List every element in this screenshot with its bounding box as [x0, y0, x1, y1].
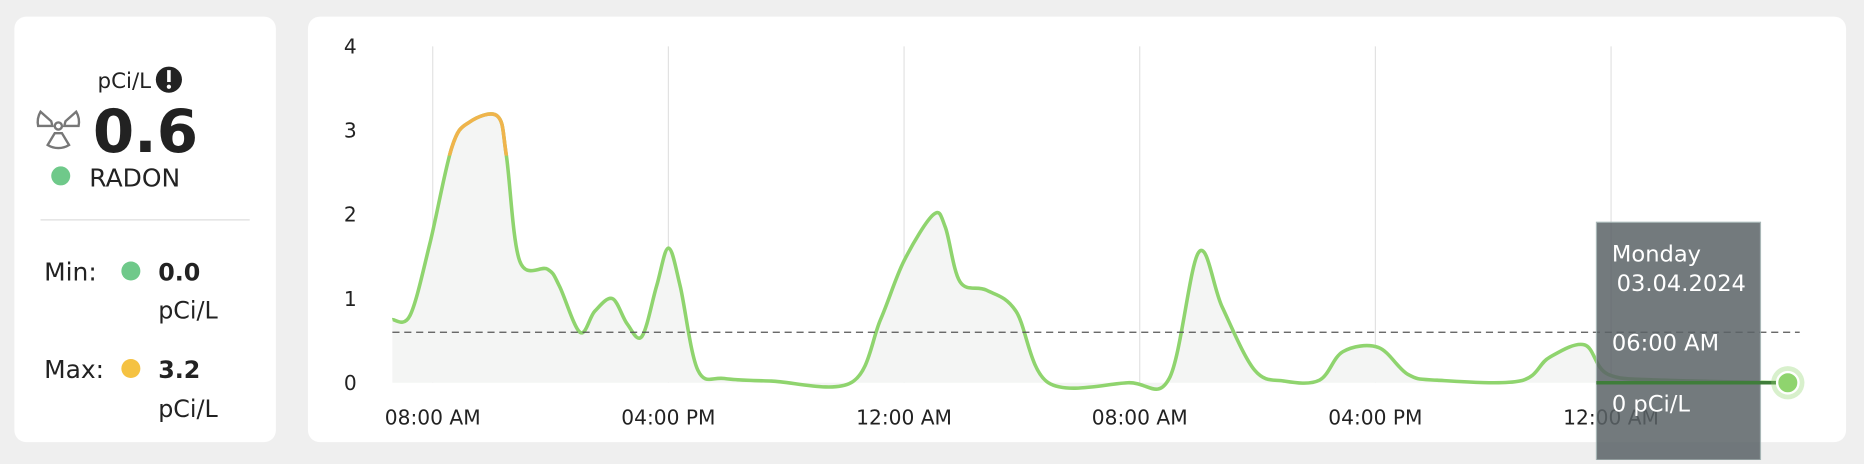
- tooltip-day: Monday: [1612, 241, 1701, 267]
- min-value: 0.0: [158, 259, 200, 287]
- y-tick-label: 2: [344, 203, 357, 227]
- x-tick-label: 08:00 AM: [385, 405, 481, 429]
- y-tick-label: 0: [344, 371, 357, 395]
- status-dot: [51, 166, 71, 186]
- max-unit: pCi/L: [158, 395, 218, 423]
- sensor-label: RADON: [89, 164, 180, 193]
- y-tick-label: 4: [344, 34, 357, 58]
- area: [392, 113, 1788, 390]
- y-tick-label: 1: [344, 287, 357, 311]
- max-label: Max:: [44, 355, 104, 384]
- tooltip-value: 0 pCi/L: [1612, 391, 1691, 417]
- x-tick-label: 08:00 AM: [1092, 405, 1188, 429]
- min-unit: pCi/L: [158, 297, 218, 325]
- y-tick-label: 3: [344, 119, 357, 143]
- tooltip-time: 06:00 AM: [1612, 331, 1719, 357]
- alert-icon: [155, 66, 182, 93]
- max-value: 3.2: [158, 356, 200, 384]
- radon-icon: [36, 109, 81, 150]
- chart-card: [307, 16, 1847, 443]
- max-dot: [121, 358, 141, 378]
- x-tick-label: 12:00 AM: [856, 405, 952, 429]
- unit: pCi/L: [98, 69, 152, 94]
- x-tick-label: 04:00 PM: [621, 405, 715, 429]
- current-value: 0.6: [93, 98, 198, 167]
- min-label: Min:: [44, 258, 97, 287]
- tooltip-date: 03.04.2024: [1617, 271, 1746, 297]
- current-point: [1775, 370, 1800, 395]
- x-tick-label: 04:00 PM: [1328, 405, 1422, 429]
- min-dot: [121, 261, 141, 281]
- plot: 0 1 2 3 4 08:00 AM 04:00 PM 12:00 AM 08:00 AM 04:…: [344, 34, 1805, 461]
- tooltip: [1595, 221, 1762, 461]
- line: [391, 112, 1788, 391]
